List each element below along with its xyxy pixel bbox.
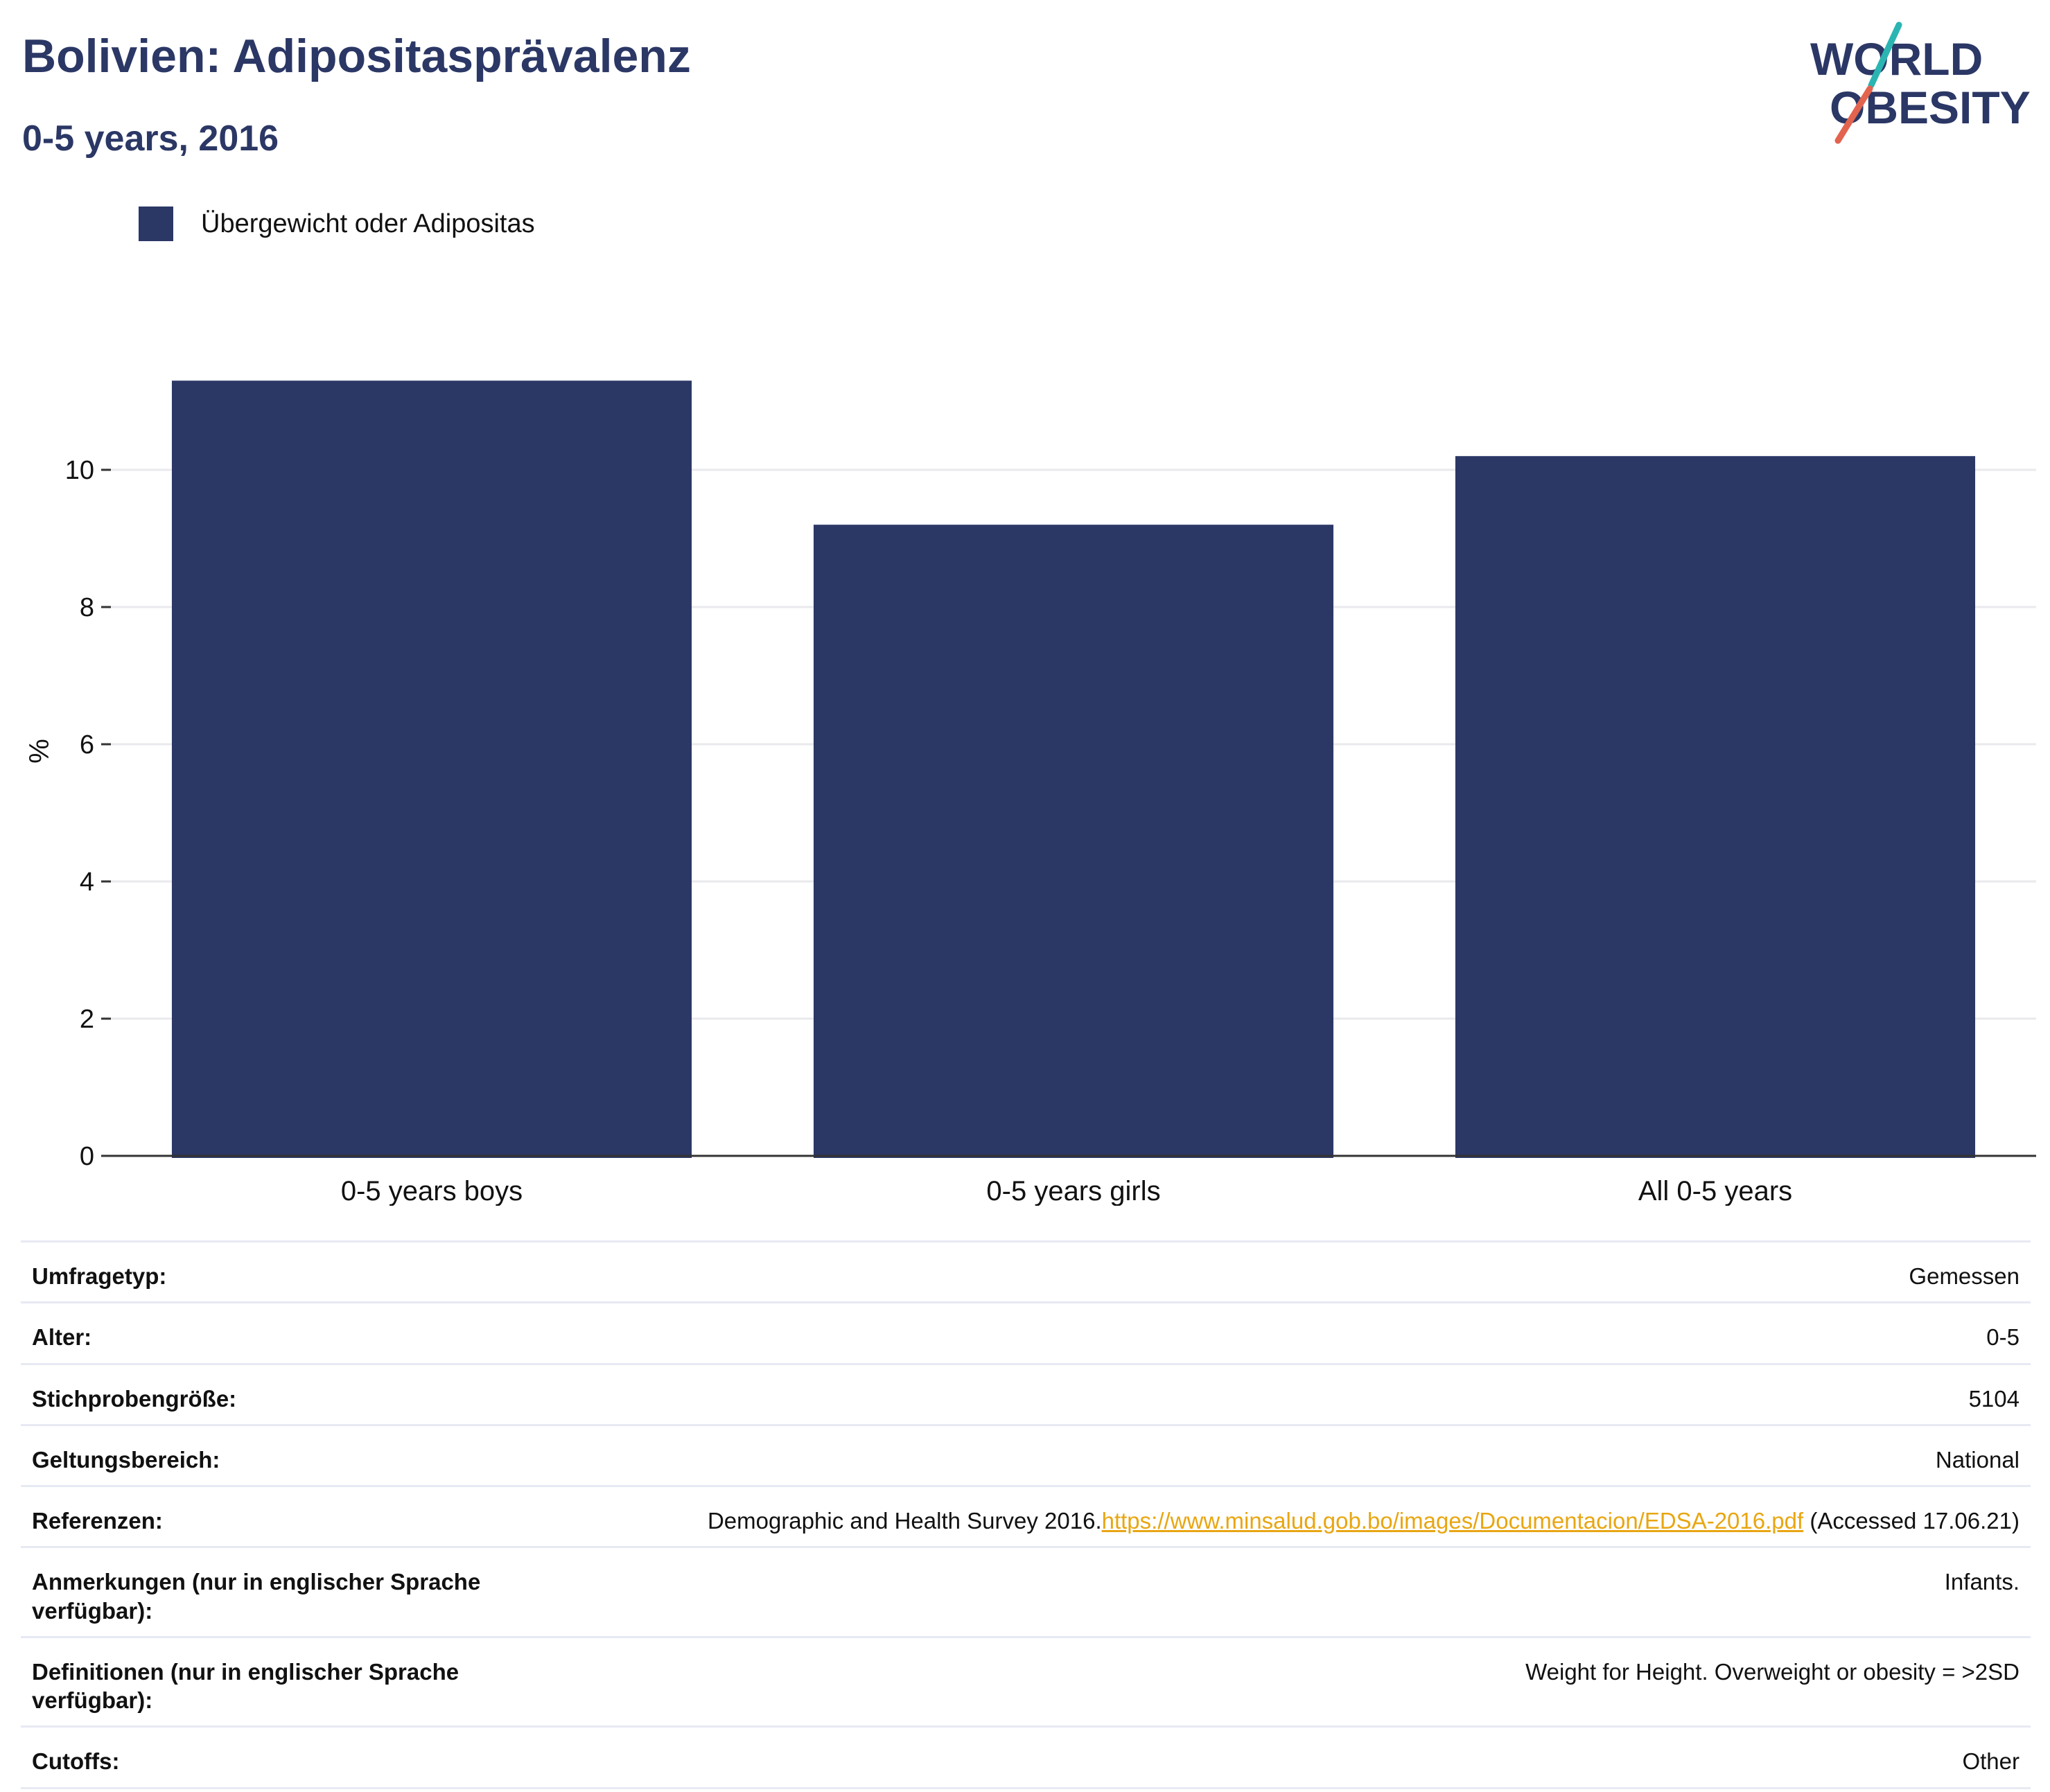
y-tick-label: 0: [80, 1142, 94, 1171]
meta-label: Stichprobengröße:: [32, 1385, 237, 1412]
meta-value: Weight for Height. Overweight or obesity…: [1525, 1658, 2020, 1685]
metadata-table: Umfragetyp: Gemessen Alter: 0-5 Stichpro…: [21, 1240, 2031, 1789]
reference-text: Demographic and Health Survey 2016.: [707, 1508, 1102, 1534]
meta-row-references: Referenzen: Demographic and Health Surve…: [21, 1485, 2031, 1546]
meta-label: Umfragetyp:: [32, 1263, 167, 1289]
chart-title: Bolivien: Adipositasprävalenz: [22, 30, 691, 82]
chart-subtitle: 0-5 years, 2016: [22, 118, 279, 159]
bar: [813, 525, 1334, 1158]
reference-link[interactable]: https://www.minsalud.gob.bo/images/Docum…: [1101, 1508, 1804, 1534]
meta-value: Other: [1962, 1748, 2020, 1775]
meta-value: 5104: [1968, 1385, 2020, 1412]
meta-label: Geltungsbereich:: [32, 1446, 220, 1473]
meta-row-survey-type: Umfragetyp: Gemessen: [21, 1240, 2031, 1301]
world-obesity-logo: WORLD OBESITY: [1810, 21, 2031, 144]
meta-value: Infants.: [1944, 1569, 2020, 1595]
x-tick-label: 0-5 years boys: [341, 1176, 523, 1206]
bar-chart: 0 2 4 6 8 10% 0-5 years boys 0-5 years girls All…: [24, 380, 2036, 1206]
meta-value-references: Demographic and Health Survey 2016.https…: [708, 1506, 2020, 1535]
meta-value: National: [1935, 1446, 2020, 1473]
meta-row-definitions: Definitionen (nur in englischer Sprache …: [21, 1635, 2031, 1726]
logo-line1: WORLD: [1810, 33, 1983, 85]
legend-swatch: [139, 207, 173, 241]
meta-label: Alter:: [32, 1324, 92, 1351]
reference-accessed: (Accessed 17.06.21): [1803, 1508, 2020, 1534]
y-tick-label: 8: [80, 593, 94, 622]
y-tick-label: 2: [80, 1005, 94, 1034]
legend-label: Übergewicht oder Adipositas: [201, 209, 535, 238]
logo-slash-bottom: [1834, 85, 1873, 144]
x-tick-label: 0-5 years girls: [986, 1176, 1160, 1206]
x-tick-label: All 0-5 years: [1638, 1176, 1792, 1206]
meta-row-age: Alter: 0-5: [21, 1301, 2031, 1362]
meta-label: Definitionen (nur in englischer Sprache …: [32, 1658, 459, 1713]
meta-row-notes: Anmerkungen (nur in englischer Sprache v…: [21, 1546, 2031, 1636]
meta-row-scope: Geltungsbereich: National: [21, 1423, 2031, 1485]
bar: [171, 380, 692, 1158]
legend[interactable]: Übergewicht oder Adipositas: [139, 205, 535, 243]
meta-label: Anmerkungen (nur in englischer Sprache v…: [32, 1569, 481, 1624]
meta-label: Referenzen:: [32, 1508, 163, 1534]
logo-line2: OBESITY: [1830, 82, 2031, 133]
y-axis-label: %: [24, 739, 55, 764]
y-tick-label: 6: [80, 730, 94, 759]
meta-value: 0-5: [1986, 1324, 2020, 1351]
meta-label: Cutoffs:: [32, 1748, 120, 1775]
meta-row-sample-size: Stichprobengröße: 5104: [21, 1362, 2031, 1424]
y-tick-label: 10: [65, 456, 94, 485]
meta-row-cutoffs: Cutoffs: Other: [21, 1725, 2031, 1789]
bar: [1455, 456, 1976, 1158]
meta-value: Gemessen: [1909, 1263, 2020, 1289]
logo-slash-top: [1868, 21, 1902, 89]
y-tick-label: 4: [80, 868, 94, 897]
